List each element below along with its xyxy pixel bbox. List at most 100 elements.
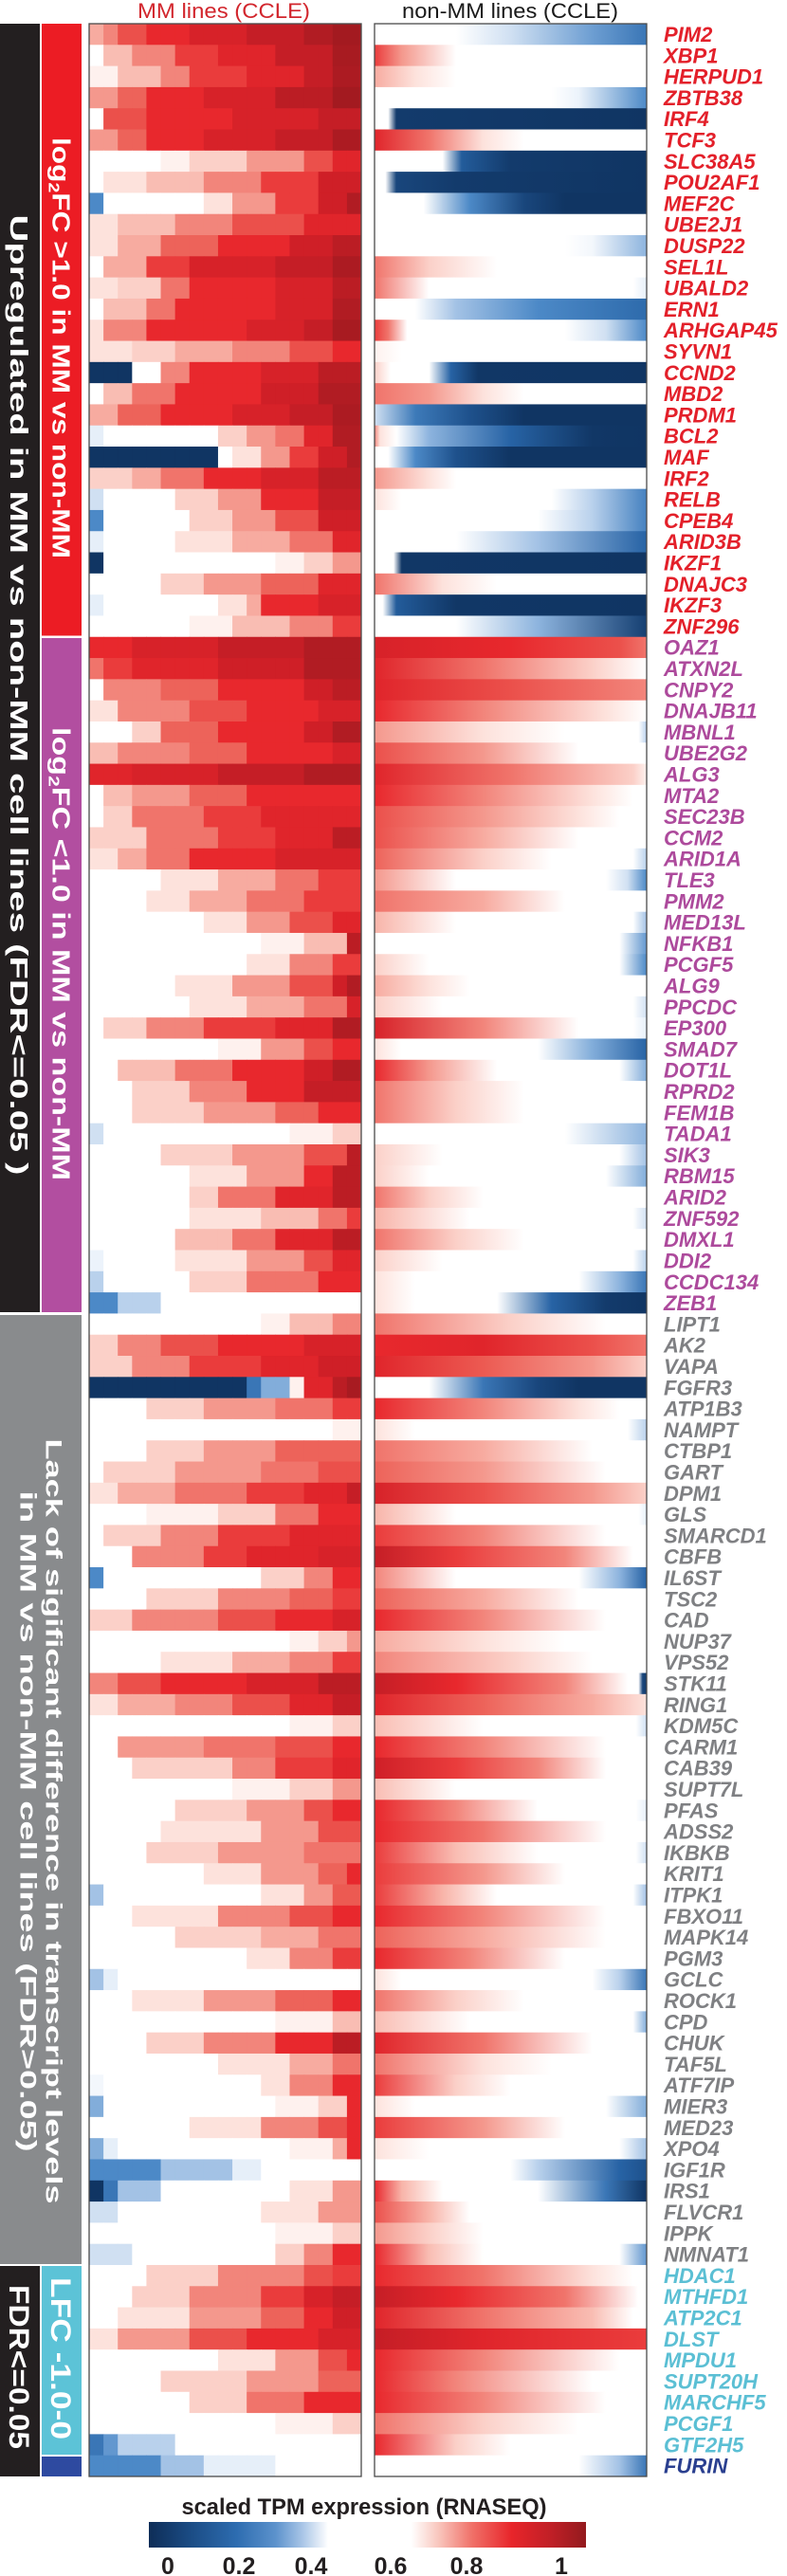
mm-cell: [332, 2201, 348, 2223]
mm-cell: [103, 1884, 119, 1907]
mm-cell: [261, 1017, 276, 1039]
gene-label: TSC2: [664, 1587, 718, 1611]
mm-cell: [318, 2053, 334, 2075]
mm-cell: [275, 1588, 290, 1611]
mm-cell: [232, 784, 247, 807]
gene-label: ZEB1: [663, 1291, 717, 1315]
mm-cell: [132, 320, 147, 342]
mm-row-tada1: [89, 1123, 361, 1145]
gene-label: ALG3: [663, 763, 720, 787]
non-mm-row-cad: [375, 1609, 647, 1632]
mm-cell: [89, 65, 104, 88]
mm-cell: [203, 1947, 219, 1970]
mm-cell: [118, 996, 133, 1018]
gene-label: ROCK1: [664, 1989, 737, 2013]
mm-cell: [247, 1313, 262, 1336]
mm-cell: [332, 1207, 348, 1230]
mm-cell: [89, 213, 104, 236]
mm-cell: [261, 172, 276, 193]
gene-label: ATXN2L: [663, 657, 743, 681]
mm-cell: [146, 1356, 162, 1378]
mm-cell: [303, 1905, 320, 1927]
mm-row-ube2g2: [89, 742, 361, 765]
gene-label: KDM5C: [664, 1714, 739, 1738]
mm-cell: [303, 2307, 320, 2329]
mm-cell: [89, 2032, 104, 2055]
mm-cell: [318, 425, 334, 448]
mm-cell: [132, 108, 147, 131]
mm-cell: [217, 848, 233, 870]
mm-cell: [346, 2116, 361, 2139]
mm-cell: [160, 1356, 176, 1378]
mm-cell: [261, 1038, 276, 1061]
mm-cell: [160, 404, 176, 427]
mm-cell: [203, 235, 219, 257]
mm-row-fgfr3: [89, 1377, 361, 1399]
mm-cell: [247, 1736, 262, 1759]
mm-cell: [275, 552, 290, 575]
mm-cell: [275, 2138, 290, 2160]
gene-label: KRIT1: [664, 1862, 724, 1886]
mm-cell: [174, 1270, 191, 1293]
mm-cell: [146, 1715, 162, 1737]
mm-cell: [174, 2159, 191, 2182]
mm-cell: [160, 658, 176, 680]
mm-cell: [146, 1081, 162, 1103]
mm-cell: [346, 150, 361, 173]
mm-cell: [261, 721, 276, 743]
mm-row-pcgf5: [89, 954, 361, 977]
mm-cell: [318, 869, 334, 891]
mm-cell: [118, 1250, 133, 1272]
mm-cell: [332, 700, 348, 722]
mm-cell: [332, 954, 348, 977]
mm-row-ccnd2: [89, 361, 361, 384]
mm-cell: [203, 192, 219, 215]
mm-cell: [346, 1250, 361, 1272]
mm-cell: [247, 573, 262, 595]
mm-cell: [174, 1927, 191, 1948]
mm-cell: [247, 2434, 262, 2457]
mm-cell: [247, 1038, 262, 1061]
mm-cell: [89, 1800, 104, 1822]
mm-cell: [132, 806, 147, 828]
mm-cell: [303, 361, 320, 384]
mm-cell: [232, 1504, 247, 1526]
mm-cell: [146, 1630, 162, 1653]
mm-cell: [247, 1017, 262, 1039]
mm-cell: [303, 447, 320, 468]
mm-cell: [132, 2286, 147, 2309]
mm-cell: [289, 890, 305, 913]
mm-cell: [203, 911, 219, 934]
non-mm-row-slc38a5: [375, 150, 647, 173]
mm-cell: [217, 1102, 233, 1124]
mm-cell: [132, 2138, 147, 2160]
mm-cell: [203, 975, 219, 997]
mm-cell: [189, 975, 205, 997]
mm-cell: [318, 658, 334, 680]
mm-cell: [346, 24, 361, 46]
mm-cell: [332, 1123, 348, 1145]
gene-label: IKZF3: [664, 594, 722, 617]
mm-cell: [118, 1102, 133, 1124]
mm-cell: [289, 1652, 305, 1674]
mm-cell: [318, 1905, 334, 1927]
mm-cell: [261, 1461, 276, 1484]
mm-cell: [160, 1059, 176, 1082]
mm-cell: [261, 1334, 276, 1357]
mm-row-relb: [89, 488, 361, 511]
mm-cell: [189, 2201, 205, 2223]
mm-cell: [232, 1165, 247, 1188]
mm-cell: [232, 1757, 247, 1780]
mm-row-irs1: [89, 2180, 361, 2202]
mm-row-arhgap45: [89, 320, 361, 342]
mm-cell: [247, 954, 262, 977]
mm-cell: [118, 1779, 133, 1800]
non-mm-row-bcl2: [375, 425, 647, 448]
mm-cell: [103, 1545, 119, 1568]
mm-cell: [174, 1398, 191, 1420]
mm-cell: [203, 721, 219, 743]
mm-cell: [289, 1418, 305, 1441]
mm-cell: [346, 1545, 361, 1568]
mm-cell: [261, 932, 276, 955]
mm-cell: [332, 573, 348, 595]
